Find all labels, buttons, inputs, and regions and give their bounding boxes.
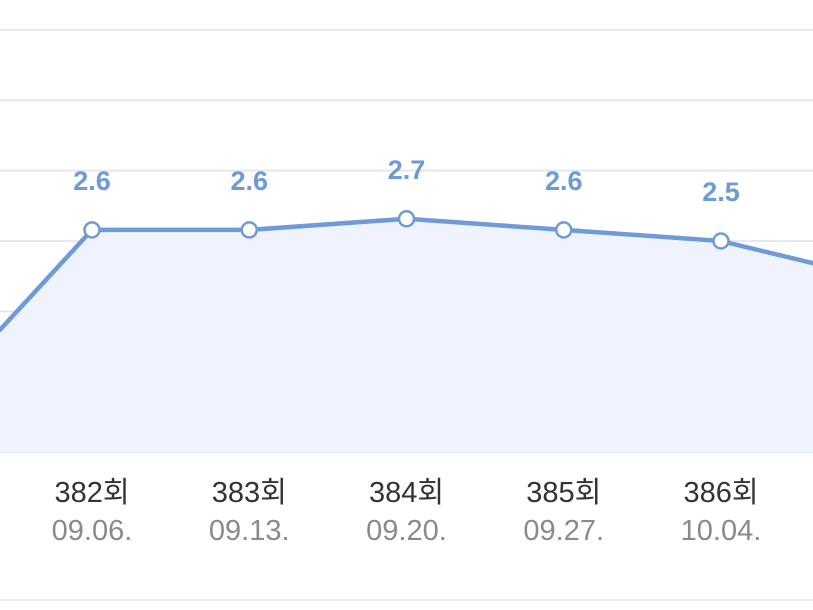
- data-labels: 2.6 2.6 2.7 2.6 2.5: [73, 155, 740, 207]
- data-label-383: 2.6: [230, 166, 268, 196]
- data-point-385: [555, 221, 573, 239]
- data-point-384: [397, 210, 416, 228]
- data-point-386: [712, 232, 730, 250]
- area-fill: [0, 218, 813, 452]
- x-tick-date-383: 09.13.: [209, 515, 290, 547]
- x-tick-episode-382: 382회: [54, 476, 129, 509]
- data-label-384: 2.7: [388, 155, 426, 185]
- x-axis-labels: 382회 09.06. 383회 09.13. 384회 09.20. 385회 09.27.…: [52, 476, 762, 547]
- x-tick-date-385: 09.27.: [523, 515, 604, 547]
- x-tick-date-382: 09.06.: [52, 515, 133, 547]
- data-label-386: 2.5: [702, 177, 740, 207]
- x-tick-episode-384: 384회: [369, 476, 444, 509]
- data-point-382: [83, 221, 101, 239]
- data-point-383: [240, 221, 258, 239]
- data-label-385: 2.6: [545, 166, 583, 196]
- x-tick-episode-386: 386회: [683, 476, 758, 509]
- x-tick-episode-385: 385회: [526, 476, 601, 509]
- x-tick-episode-383: 383회: [212, 476, 287, 509]
- x-tick-date-384: 09.20.: [366, 515, 447, 547]
- data-points: [83, 210, 730, 250]
- x-tick-date-386: 10.04.: [681, 515, 762, 547]
- data-label-382: 2.6: [73, 166, 111, 196]
